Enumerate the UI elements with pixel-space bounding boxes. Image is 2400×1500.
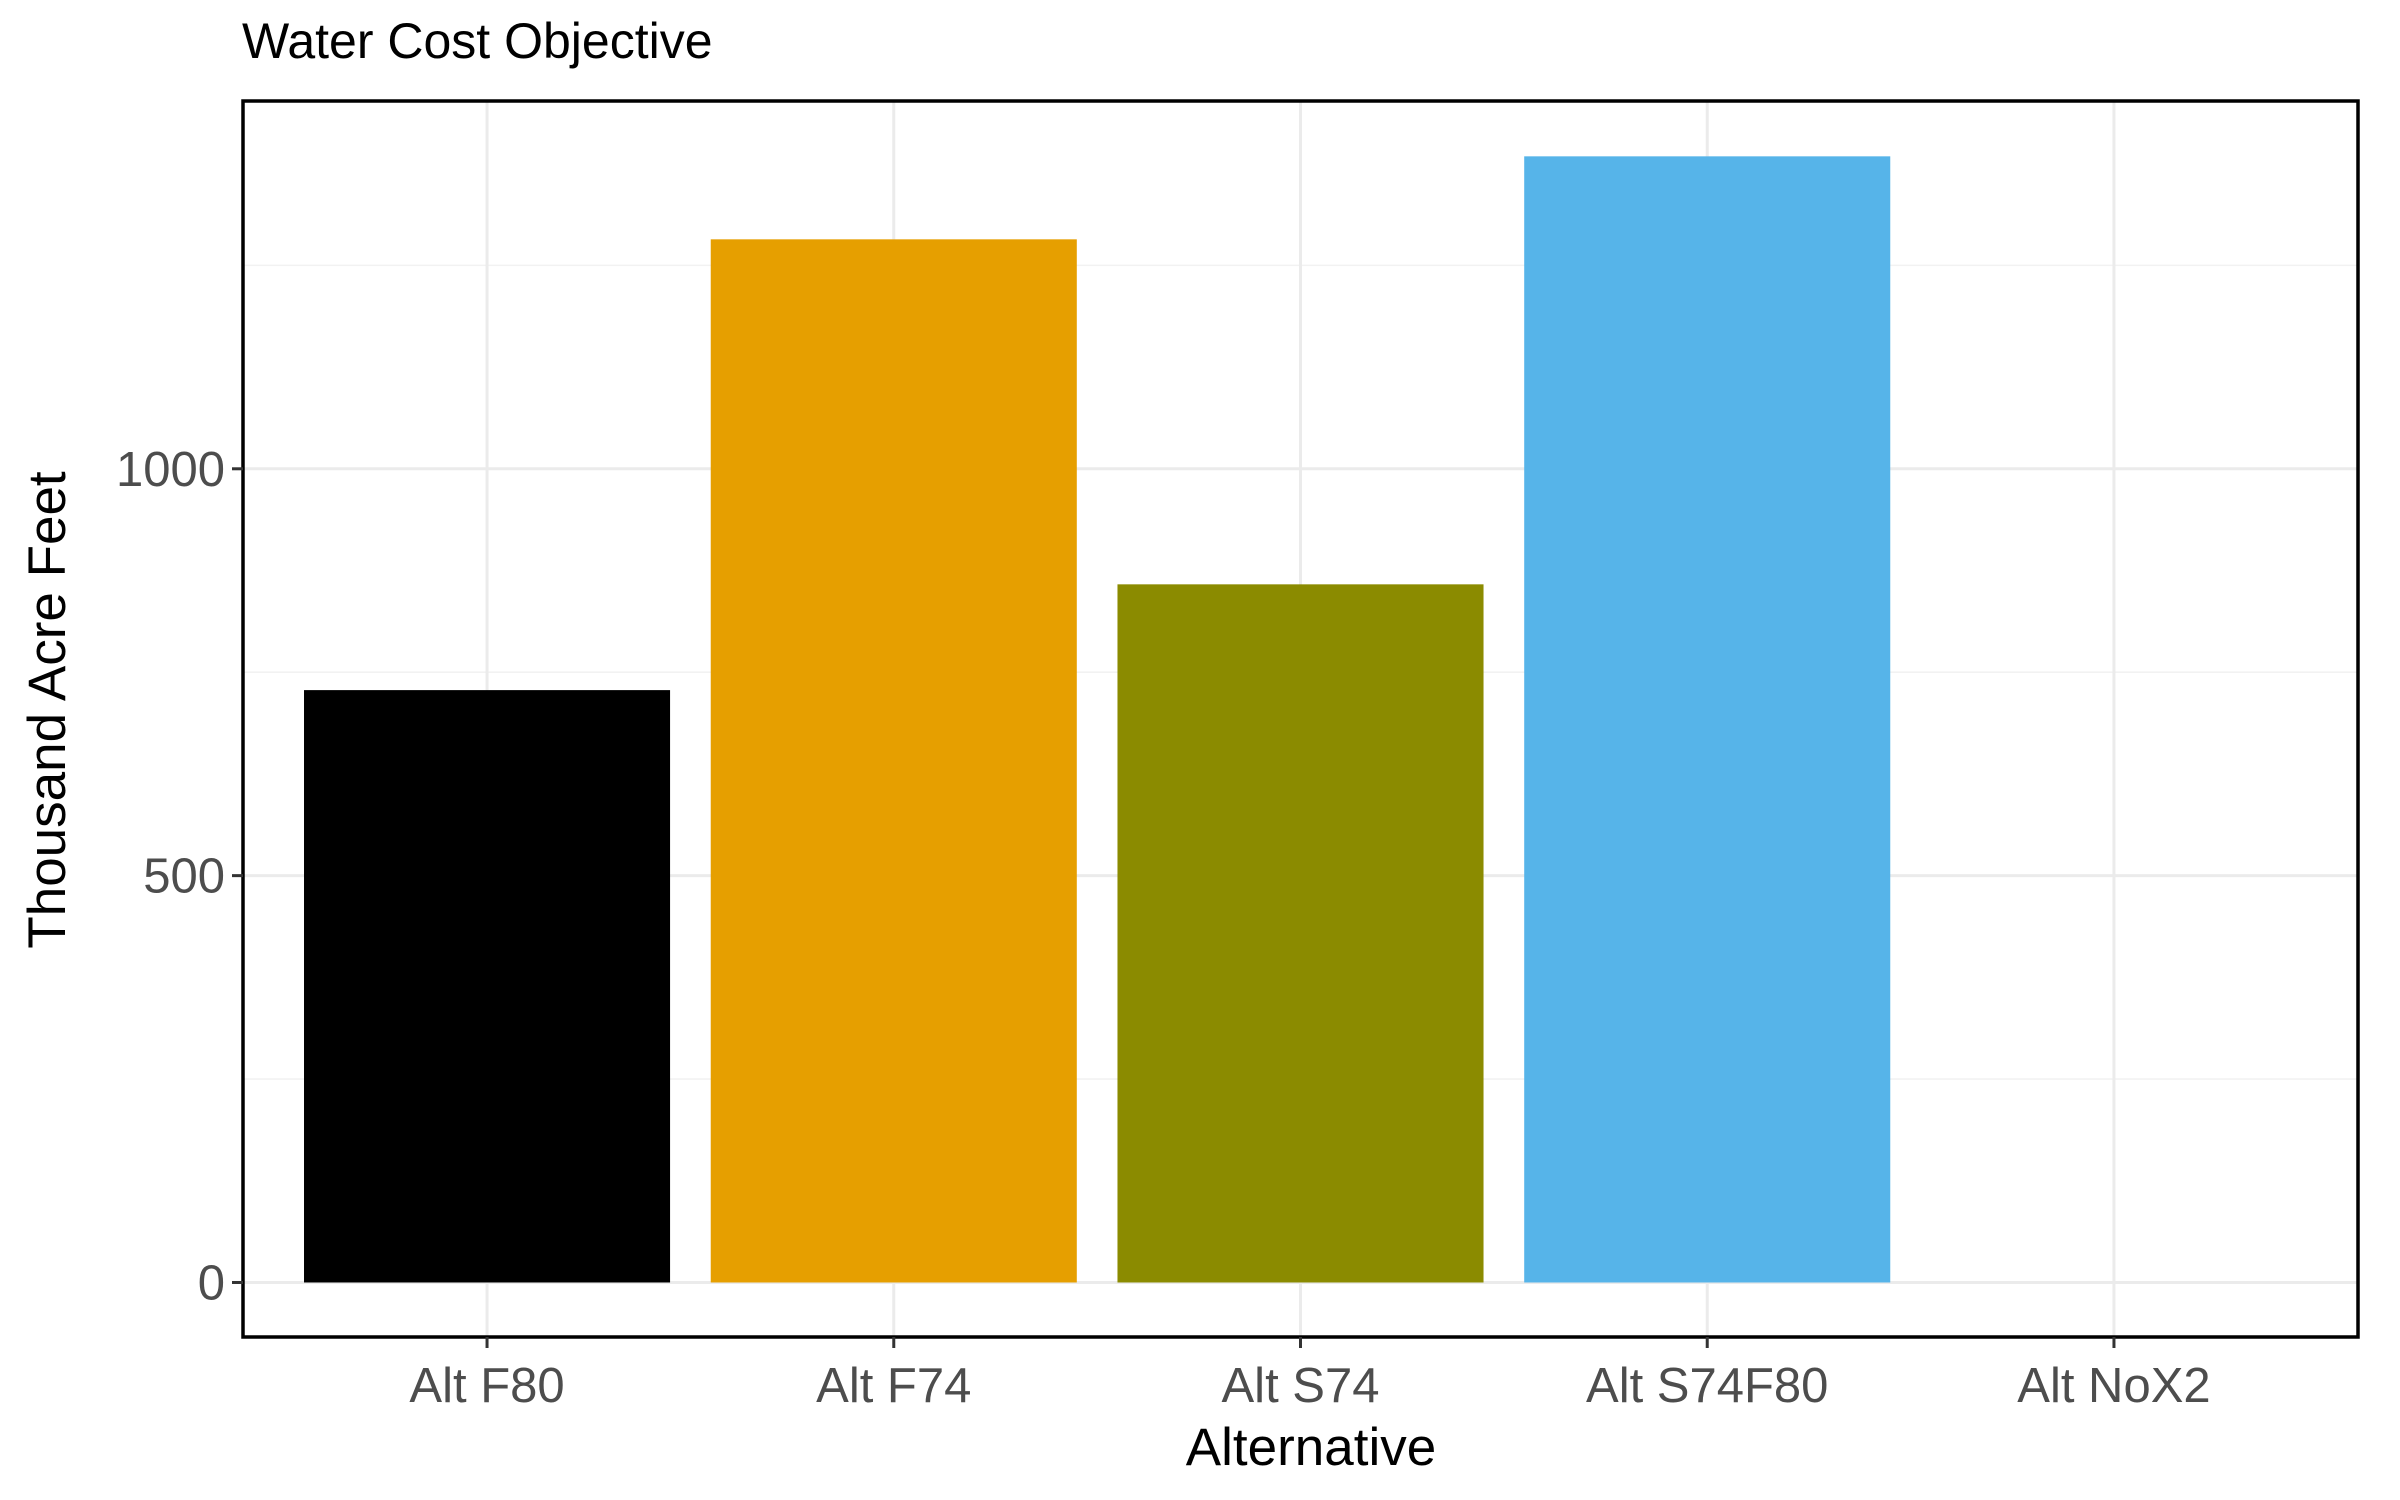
bar-alt-s74f80 (1524, 156, 1891, 1283)
x-tick-label: Alt S74 (1222, 1359, 1380, 1413)
y-tick-label: 0 (198, 1256, 225, 1310)
y-axis: 0 500 1000 (116, 443, 243, 1310)
bar-alt-s74 (1117, 584, 1484, 1283)
bars (304, 156, 1891, 1283)
x-tick-label: Alt F74 (816, 1359, 971, 1413)
chart-title: Water Cost Objective (242, 13, 713, 69)
x-tick-label: Alt S74F80 (1586, 1359, 1828, 1413)
y-axis-title: Thousand Acre Feet (18, 471, 77, 949)
x-tick-label: Alt NoX2 (2017, 1359, 2210, 1413)
y-tick-label: 1000 (116, 443, 225, 497)
y-tick-label: 500 (143, 850, 225, 904)
x-axis-title: Alternative (1186, 1418, 1436, 1477)
x-axis: Alt F80 Alt F74 Alt S74 Alt S74F80 Alt NoX2 (409, 1337, 2211, 1413)
x-tick-label: Alt F80 (409, 1359, 564, 1413)
bar-alt-f80 (304, 690, 671, 1283)
bar-alt-f74 (710, 239, 1077, 1283)
